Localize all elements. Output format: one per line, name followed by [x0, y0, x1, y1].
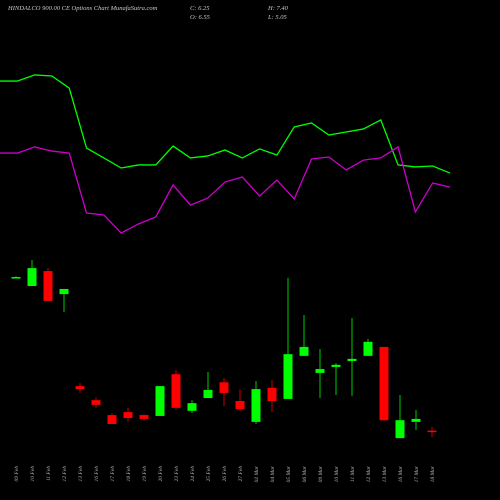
x-tick-label: 19 Feb: [142, 466, 148, 482]
x-tick-label: 23 Feb: [174, 466, 180, 482]
x-tick-label: 10 Feb: [30, 466, 36, 482]
x-tick-label: 20 Feb: [158, 466, 164, 482]
candle-body: [107, 415, 117, 425]
candle-body: [123, 412, 133, 419]
candle-body: [331, 364, 341, 367]
candle-body: [299, 346, 309, 356]
chart-title: HINDALCO 900.00 CE Options Chart MunafaS…: [7, 5, 158, 12]
x-tick-label: 11 Feb: [46, 466, 52, 481]
x-tick-label: 04 Mar: [269, 465, 276, 482]
candle-body: [59, 288, 69, 295]
candle-body: [267, 387, 277, 402]
candle-body: [187, 403, 197, 411]
candle-body: [411, 418, 421, 422]
x-tick-label: 13 Mar: [382, 465, 388, 482]
x-tick-label: 17 Feb: [110, 466, 116, 482]
candle-body: [427, 430, 437, 433]
candle-body: [75, 386, 85, 390]
candle-body: [235, 401, 245, 410]
x-tick-label: 05 Mar: [286, 465, 292, 482]
candle-body: [171, 374, 181, 408]
candle-body: [155, 386, 165, 416]
x-tick-label: 10 Mar: [334, 465, 340, 482]
high-label: H: 7.40: [267, 5, 289, 12]
x-tick-label: 17 Mar: [414, 465, 420, 482]
x-tick-label: 09 Feb: [14, 466, 20, 482]
candle-body: [203, 389, 213, 399]
candle-body: [139, 415, 149, 419]
candle-body: [219, 382, 229, 393]
x-tick-label: 18 Feb: [126, 466, 132, 482]
candle-body: [91, 400, 101, 405]
candle-body: [315, 369, 325, 373]
x-tick-label: 24 Feb: [189, 466, 196, 482]
x-tick-label: 12 Mar: [366, 465, 372, 482]
line-series: [0, 74, 451, 174]
candle-body: [379, 346, 389, 421]
candle-body: [363, 341, 373, 356]
x-tick-label: 11 Mar: [350, 465, 356, 482]
candle-body: [43, 271, 53, 301]
candle-body: [251, 389, 261, 422]
x-tick-label: 18 Mar: [430, 465, 436, 482]
x-tick-label: 25 Feb: [206, 466, 212, 482]
candle-body: [283, 354, 293, 399]
x-tick-label: 27 Feb: [238, 466, 244, 482]
open-label: O: 6.55: [190, 14, 211, 21]
x-tick-label: 26 Feb: [222, 466, 228, 482]
x-tick-label: 16 Mar: [398, 465, 404, 482]
close-label: C: 6.25: [190, 5, 210, 12]
x-tick-label: 09 Mar: [318, 465, 324, 482]
x-tick-label: 02 Mar: [254, 465, 260, 482]
x-tick-label: 16 Feb: [94, 466, 100, 482]
x-tick-label: 13 Feb: [78, 466, 84, 482]
low-label: L: 5.05: [267, 14, 288, 21]
candle-body: [27, 268, 37, 286]
x-tick-label: 06 Mar: [302, 465, 308, 482]
line-series: [0, 145, 451, 234]
candle-body: [347, 358, 357, 361]
candle-body: [395, 420, 405, 439]
candle-body: [11, 277, 21, 279]
x-tick-label: 12 Feb: [62, 466, 68, 482]
